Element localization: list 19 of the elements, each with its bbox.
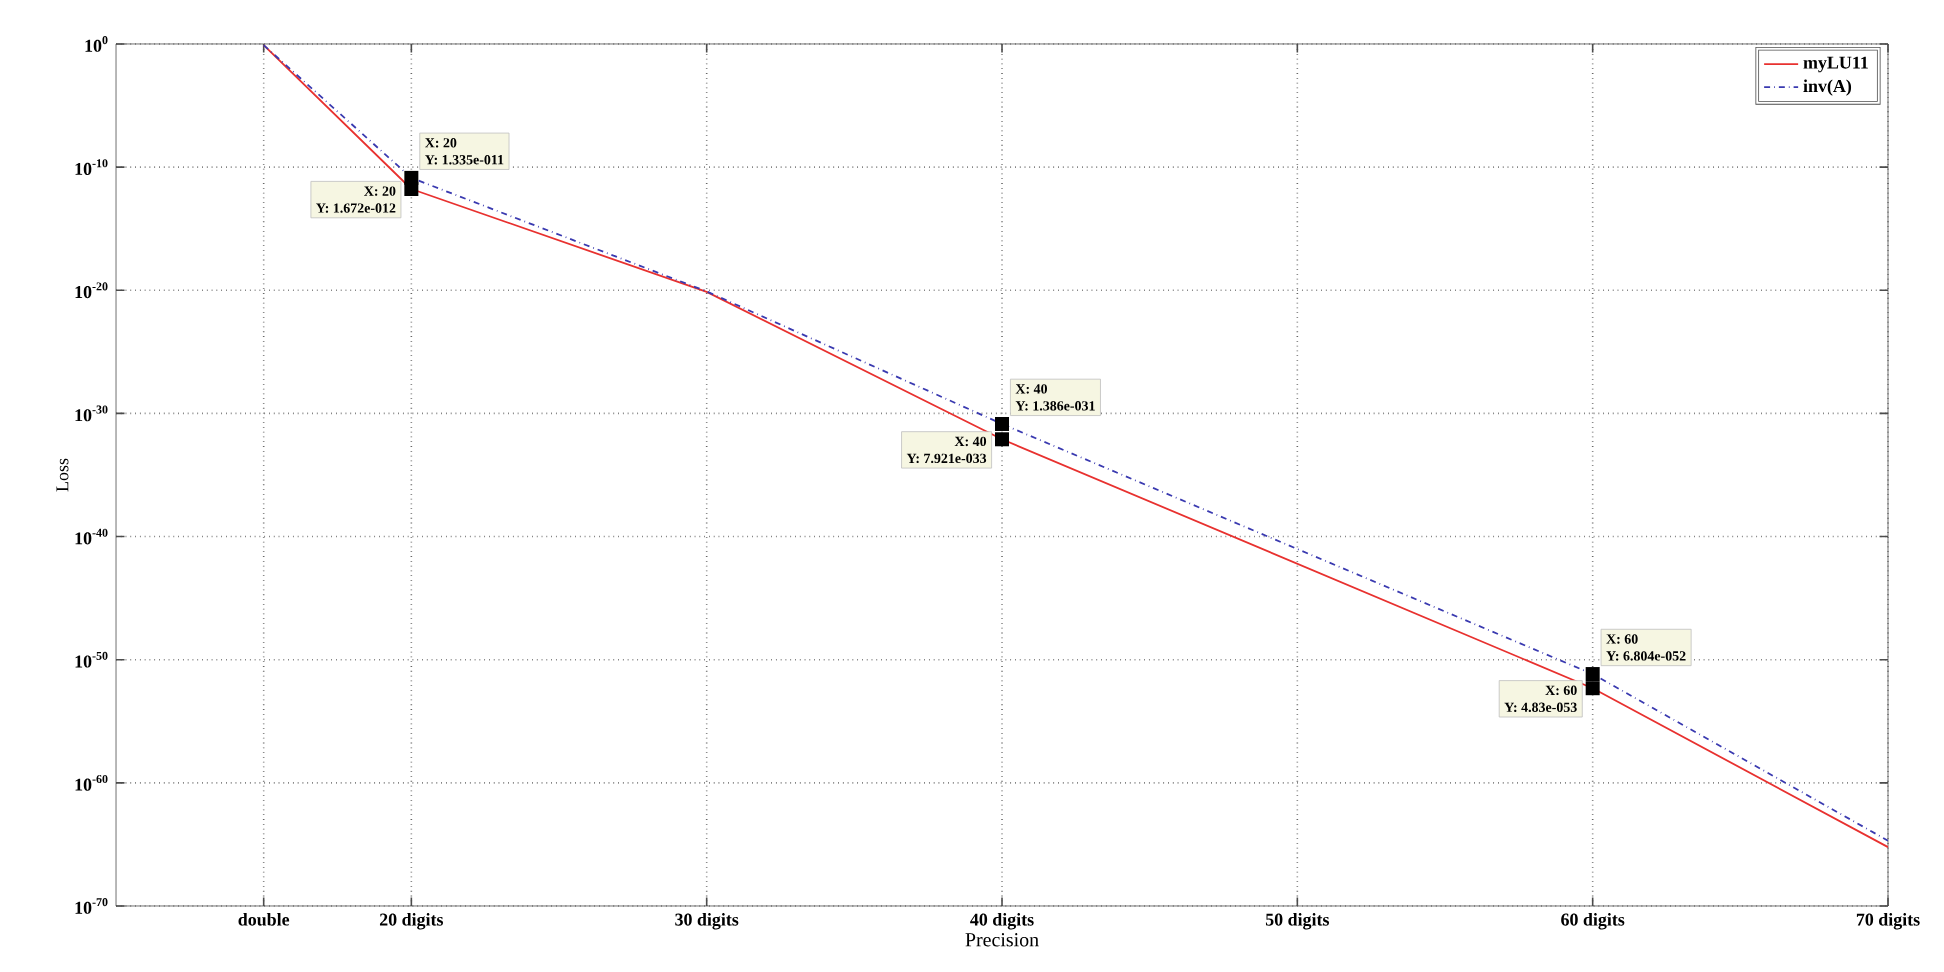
x-tick-label: 40 digits xyxy=(970,913,1034,930)
y-tick-label: 10$^{-70}$ xyxy=(75,898,108,914)
y-tick-label: 10$^{-40}$ xyxy=(75,528,108,545)
y-tick-label: 10$^{-60}$ xyxy=(75,774,108,791)
y-axis-title: Loss xyxy=(56,458,69,492)
x-tick-label: 60 digits xyxy=(1561,913,1625,930)
x-tick-label: 70 digits xyxy=(1856,913,1920,930)
y-tick-label: 10$^{-10}$ xyxy=(75,159,108,175)
x-tick-label: 30 digits xyxy=(675,913,739,930)
x-axis-title: Precision xyxy=(965,933,1039,947)
x-tick-label: 50 digits xyxy=(1265,913,1330,930)
x-tick-label: double xyxy=(238,913,290,926)
y-tick-label: 10$^{-20}$ xyxy=(75,282,108,299)
y-tick-label: 10$^{0}$ xyxy=(85,36,108,52)
y-tick-label: 10$^{-50}$ xyxy=(75,651,108,668)
y-tick-label: 10$^{-30}$ xyxy=(75,405,108,422)
x-tick-label: 20 digits xyxy=(379,913,444,930)
legend-label: inv(A) xyxy=(1803,79,1852,96)
legend-label: myLU11 xyxy=(1803,56,1868,73)
